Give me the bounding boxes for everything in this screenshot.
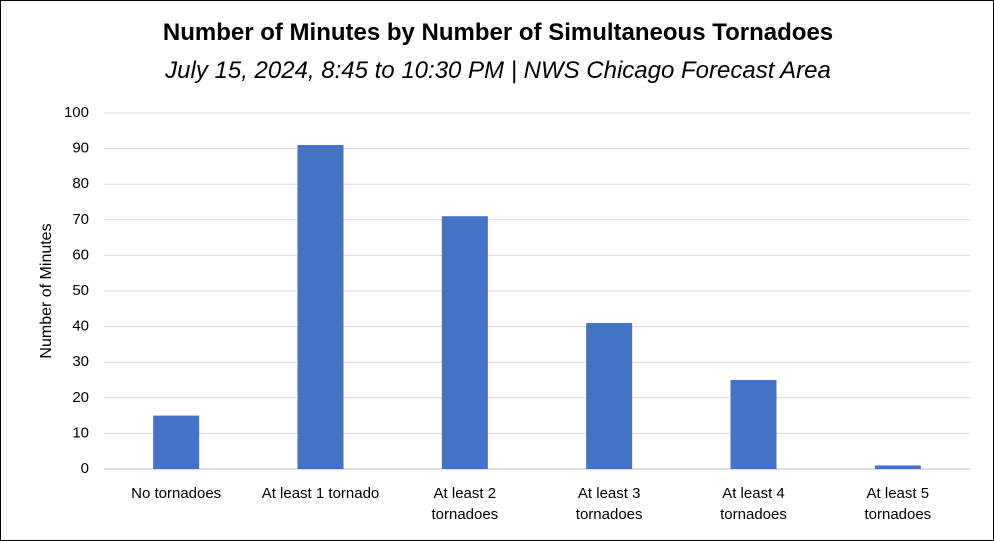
bar xyxy=(153,415,200,469)
x-category-label: tornadoes xyxy=(720,506,787,523)
x-category-label: No tornadoes xyxy=(131,485,221,502)
x-category-label: At least 1 tornado xyxy=(262,485,380,502)
y-axis-ticks: 0 10 20 30 40 50 60 70 80 90 100 xyxy=(64,104,89,477)
x-axis-categories: No tornadoes At least 1 tornado At least 2… xyxy=(131,485,931,523)
chart-title: Number of Minutes by Number of Simultane… xyxy=(162,19,834,46)
y-tick-label: 40 xyxy=(72,318,89,335)
y-tick-label: 90 xyxy=(72,140,89,157)
y-tick-label: 30 xyxy=(72,353,89,370)
y-tick-label: 70 xyxy=(72,211,89,228)
y-tick-label: 100 xyxy=(64,104,89,121)
x-category-label: At least 4 xyxy=(722,485,785,502)
x-category-label: At least 5 xyxy=(867,485,930,502)
y-tick-label: 60 xyxy=(72,246,89,263)
y-axis-label: Number of Minutes xyxy=(38,223,55,358)
y-tick-label: 80 xyxy=(72,175,89,192)
x-category-label: At least 2 xyxy=(434,485,497,502)
bar xyxy=(441,216,488,469)
x-category-label: tornadoes xyxy=(864,506,931,523)
bar xyxy=(874,465,921,469)
y-tick-label: 10 xyxy=(72,424,89,441)
bar xyxy=(586,323,633,469)
bars xyxy=(153,145,921,470)
y-tick-label: 50 xyxy=(72,282,89,299)
bar xyxy=(730,380,777,469)
y-tick-label: 20 xyxy=(72,389,89,406)
chart-subtitle: July 15, 2024, 8:45 to 10:30 PM | NWS Ch… xyxy=(165,57,831,84)
gridlines xyxy=(104,112,970,470)
bar xyxy=(297,145,344,470)
x-category-label: At least 3 xyxy=(578,485,641,502)
y-tick-label: 0 xyxy=(81,460,89,477)
x-category-label: tornadoes xyxy=(431,506,498,523)
x-category-label: tornadoes xyxy=(576,506,643,523)
